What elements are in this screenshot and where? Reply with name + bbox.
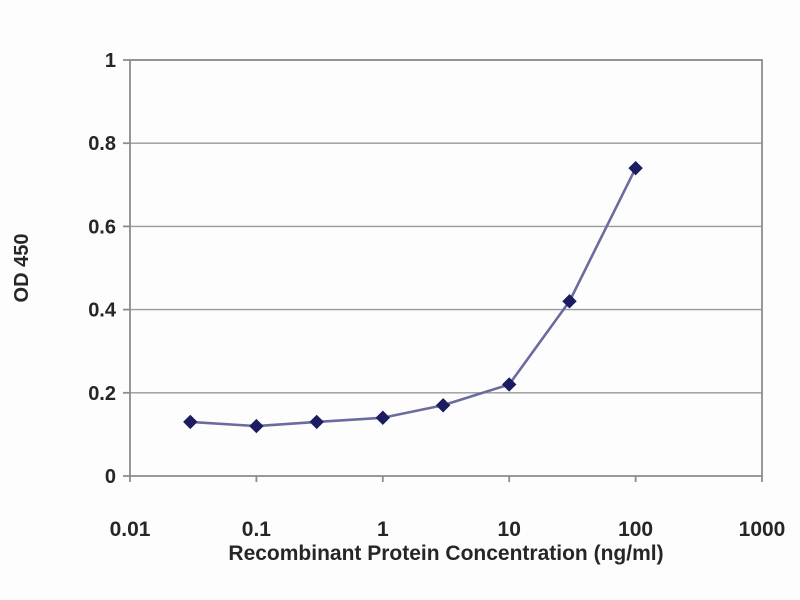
gridlines bbox=[130, 59, 762, 476]
y-tick-label-0: 0 bbox=[105, 466, 116, 488]
x-tick-label-10: 10 bbox=[498, 518, 521, 541]
x-tick-label-1: 1 bbox=[377, 518, 389, 541]
y-axis-title: OD 450 bbox=[11, 234, 33, 303]
y-tick-label-0.2: 0.2 bbox=[88, 383, 116, 405]
y-tick-label-0.4: 0.4 bbox=[88, 300, 117, 322]
y-tick-label-1: 1 bbox=[105, 50, 116, 72]
x-axis-title: Recombinant Protein Concentration (ng/ml… bbox=[228, 542, 663, 565]
x-tick-label-0.1: 0.1 bbox=[242, 518, 272, 541]
x-tick-label-100: 100 bbox=[618, 518, 653, 541]
y-tick-label-0.6: 0.6 bbox=[88, 216, 116, 238]
data-point-marker-10 bbox=[501, 377, 517, 392]
x-tick-label-1000: 1000 bbox=[739, 518, 786, 541]
data-point-marker-0.3 bbox=[309, 414, 324, 430]
data-point-marker-100 bbox=[628, 160, 643, 176]
data-point-marker-3 bbox=[435, 398, 451, 413]
data-point-marker-1 bbox=[375, 410, 391, 425]
x-tick-label-0.01: 0.01 bbox=[110, 518, 151, 541]
data-point-marker-0.1 bbox=[249, 418, 264, 434]
axes-and-ticks bbox=[123, 59, 763, 482]
tick-labels: 0 0.2 0.4 0.6 0.8 1 0.01 0.1 1 10 100 1000 bbox=[88, 50, 785, 541]
y-tick-label-0.8: 0.8 bbox=[88, 133, 116, 155]
data-point-marker-30 bbox=[562, 294, 577, 309]
data-series-line bbox=[183, 160, 643, 434]
data-point-marker-0.03 bbox=[183, 414, 198, 430]
